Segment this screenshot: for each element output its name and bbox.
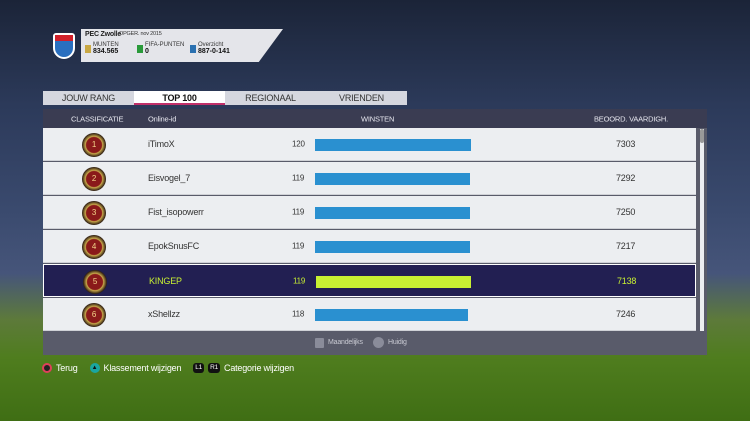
online-id: Fist_isopowerr	[148, 207, 204, 217]
club-since: OPGER. nov 2015	[119, 31, 162, 37]
back-hint[interactable]: Terug	[56, 363, 78, 373]
online-id: EpokSnusFC	[148, 241, 200, 251]
l1-button-icon: L1	[193, 363, 205, 373]
tab-vrienden[interactable]: VRIENDEN	[316, 91, 407, 105]
skill-rating: 7217	[616, 241, 636, 251]
fifa-points: FIFA-PUNTEN 0	[137, 42, 185, 55]
tab-regionaal[interactable]: REGIONAAL	[225, 91, 316, 105]
skill-rating: 7246	[616, 309, 636, 319]
rank-badge: 3	[82, 201, 106, 225]
wins-value: 118	[292, 309, 305, 319]
triangle-button-icon: ▲	[89, 363, 100, 373]
points-value: 0	[145, 48, 149, 55]
change-ranking-hint[interactable]: Klassement wijzigen	[103, 363, 182, 373]
wins-bar	[315, 309, 469, 321]
tabs: JOUW RANG TOP 100 REGIONAAL VRIENDEN	[43, 91, 407, 105]
coins-value: 834.565	[93, 48, 119, 55]
wins-bar	[315, 139, 471, 151]
table-header: CLASSIFICATIE Online-id WINSTEN BEOORD. …	[43, 109, 707, 128]
rank-badge: 6	[82, 303, 106, 327]
circle-button-icon	[42, 363, 52, 373]
skill-rating: 7292	[616, 173, 636, 183]
scrollbar[interactable]	[700, 129, 704, 331]
wins-value: 120	[292, 139, 305, 149]
online-id: iTimoX	[148, 139, 175, 149]
skill-rating: 7138	[617, 275, 637, 286]
club-name: PEC Zwolle	[85, 31, 122, 38]
online-id: KINGEP	[149, 275, 182, 286]
header-id: Online-id	[148, 114, 177, 123]
table-row[interactable]: 2 Eisvogel_7 119 7292	[43, 162, 696, 195]
wins-bar	[315, 207, 470, 219]
points-label: FIFA-PUNTEN	[145, 42, 185, 48]
table-row[interactable]: 4 EpokSnusFC 119 7217	[43, 230, 696, 263]
wins-value: 119	[292, 173, 305, 183]
current-filter[interactable]: Huidig	[388, 339, 407, 346]
overview-value: 887-0-141	[198, 48, 230, 55]
calendar-icon	[315, 338, 324, 348]
header-rank: CLASSIFICATIE	[71, 114, 124, 123]
table-row[interactable]: 6 xShellzz 118 7246	[43, 298, 696, 331]
skill-rating: 7250	[616, 207, 636, 217]
table-row[interactable]: 1 iTimoX 120 7303	[43, 128, 696, 161]
wins-bar	[315, 241, 470, 253]
header-wins: WINSTEN	[361, 114, 395, 123]
skill-rating: 7303	[616, 139, 636, 149]
wins-value: 119	[293, 276, 306, 285]
rank-badge: 2	[82, 167, 106, 191]
r1-button-icon: R1	[208, 363, 221, 373]
table-row[interactable]: 3 Fist_isopowerr 119 7250	[43, 196, 696, 229]
change-category-hint[interactable]: Categorie wijzigen	[224, 363, 294, 373]
online-id: Eisvogel_7	[148, 173, 191, 183]
tab-top-100[interactable]: TOP 100	[134, 91, 225, 105]
overview-icon	[190, 45, 196, 53]
clock-icon	[373, 337, 384, 348]
coins-label: MUNTEN	[93, 42, 119, 48]
header-skill: BEOORD. VAARDIGH.	[594, 114, 668, 123]
scrollbar-thumb[interactable]	[700, 129, 704, 143]
club-card: PEC Zwolle OPGER. nov 2015 MUNTEN 834.565…	[81, 29, 283, 62]
rank-badge: 4	[82, 235, 106, 259]
overview-label: Overzicht	[198, 42, 224, 48]
points-icon	[137, 45, 143, 53]
online-id: xShellzz	[148, 309, 180, 319]
wins-value: 119	[292, 207, 305, 217]
wins-bar	[315, 173, 470, 185]
rank-badge: 1	[82, 133, 106, 157]
leaderboard-panel: CLASSIFICATIE Online-id WINSTEN BEOORD. …	[43, 109, 707, 355]
club-crest-icon	[53, 33, 75, 59]
rank-badge: 5	[83, 270, 107, 294]
wins-value: 119	[292, 241, 305, 251]
button-hints: Terug ▲ Klassement wijzigen L1 R1 Catego…	[42, 363, 294, 373]
table-row[interactable]: 5 KINGEP 119 7138	[43, 264, 696, 297]
monthly-filter[interactable]: Maandelijks	[328, 339, 363, 346]
footer-bar: Maandelijks Huidig	[43, 331, 707, 355]
overview: Overzicht 887-0-141	[190, 42, 230, 55]
coins: MUNTEN 834.565	[85, 42, 119, 55]
coins-icon	[85, 45, 91, 53]
tab-jouw-rang[interactable]: JOUW RANG	[43, 91, 134, 105]
club-info: PEC Zwolle OPGER. nov 2015 MUNTEN 834.565…	[43, 29, 283, 62]
wins-bar	[316, 276, 471, 288]
